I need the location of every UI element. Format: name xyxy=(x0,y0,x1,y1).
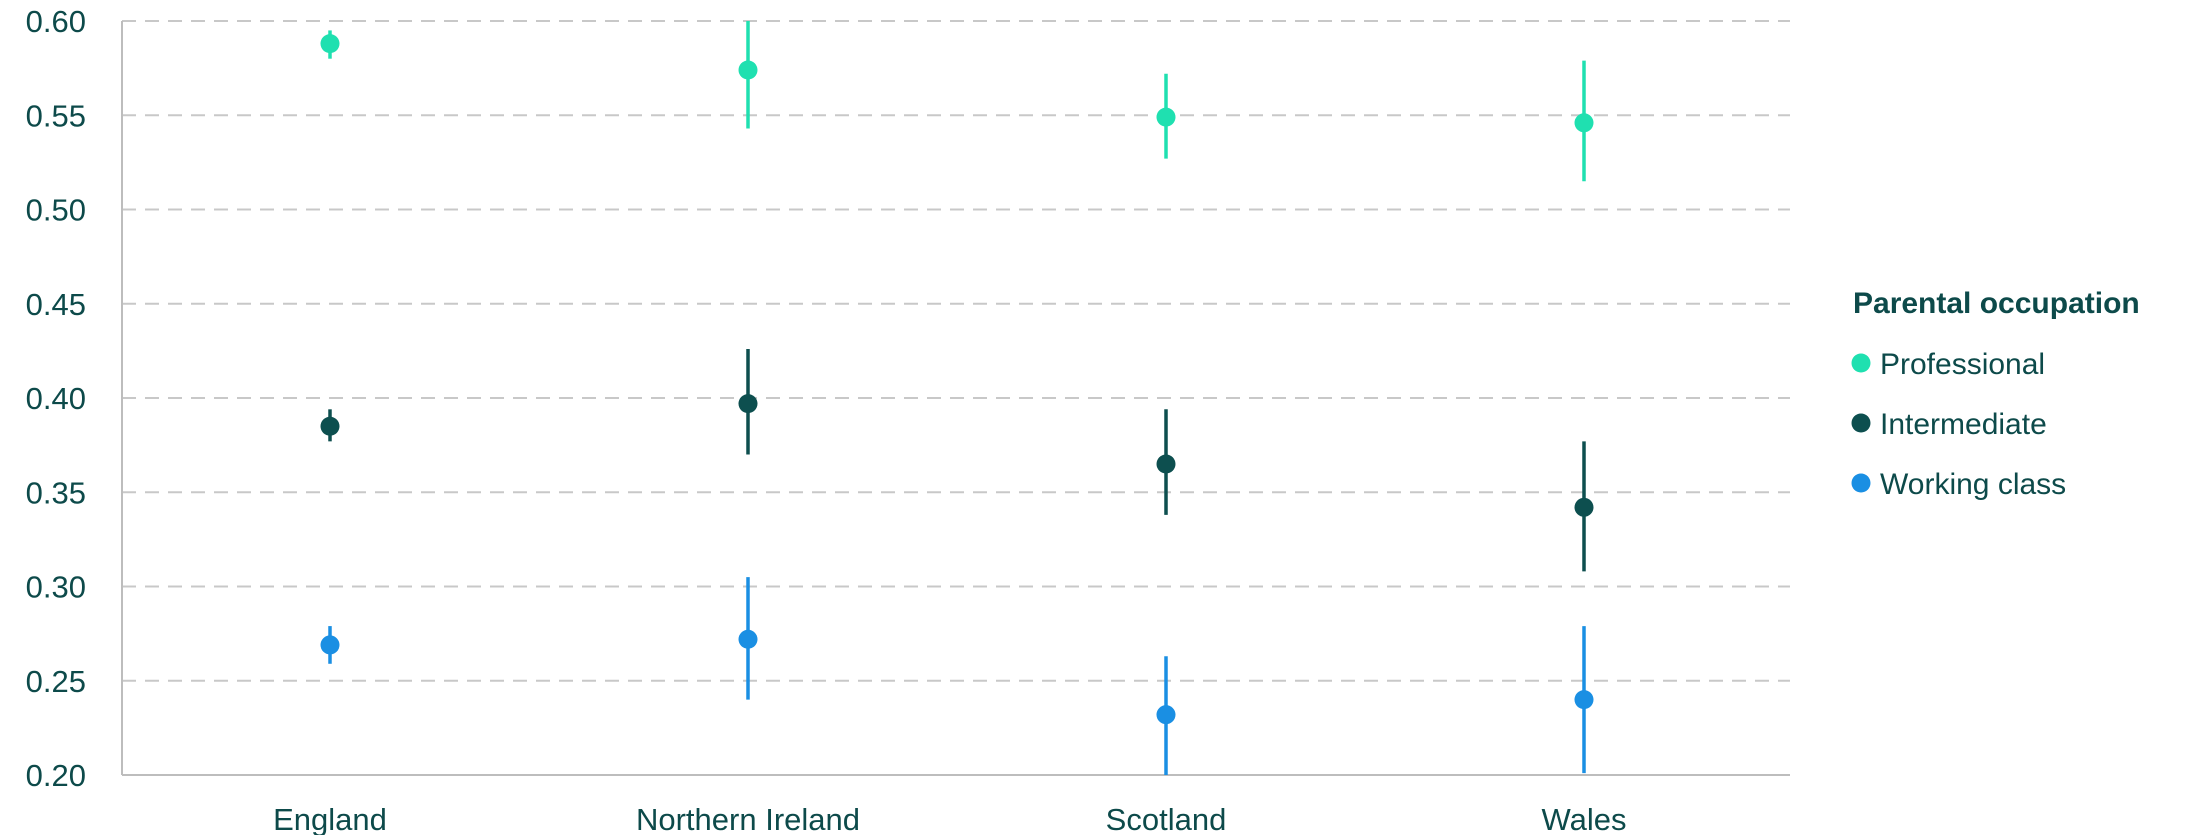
y-tick-label: 0.40 xyxy=(26,381,86,416)
data-point xyxy=(1156,454,1176,474)
marks-layer xyxy=(320,21,1594,775)
data-point xyxy=(738,629,758,649)
x-tick-label: Northern Ireland xyxy=(636,802,860,835)
legend-label: Intermediate xyxy=(1880,408,2047,441)
data-point xyxy=(1574,113,1594,133)
y-tick-label: 0.60 xyxy=(26,4,86,39)
x-tick-label: Wales xyxy=(1542,802,1627,835)
legend-marker xyxy=(1851,473,1871,493)
x-tick-label: England xyxy=(273,802,387,835)
legend: Parental occupation Professional Intermedi… xyxy=(1851,287,2140,501)
legend-label: Professional xyxy=(1880,348,2045,381)
legend-marker xyxy=(1851,413,1871,433)
data-point xyxy=(1574,497,1594,517)
y-tick-label: 0.45 xyxy=(26,287,86,322)
y-tick-label: 0.50 xyxy=(26,193,86,228)
legend-label: Working class xyxy=(1880,468,2066,501)
data-point xyxy=(320,635,340,655)
data-point xyxy=(1156,107,1176,127)
data-point xyxy=(738,60,758,80)
y-tick-label: 0.20 xyxy=(26,758,86,793)
legend-title: Parental occupation xyxy=(1853,287,2140,320)
y-tick-label: 0.55 xyxy=(26,98,86,133)
data-point xyxy=(1156,705,1176,725)
axis-layer: 0.20 0.25 0.30 0.35 0.40 0.45 0.50 0.55 0.60 Engl… xyxy=(26,4,1790,835)
y-tick-label: 0.30 xyxy=(26,570,86,605)
data-point xyxy=(320,34,340,54)
x-tick-label: Scotland xyxy=(1106,802,1227,835)
y-tick-label: 0.35 xyxy=(26,475,86,510)
data-point xyxy=(738,394,758,414)
data-point xyxy=(1574,690,1594,710)
data-point xyxy=(320,416,340,436)
grid-layer xyxy=(122,20,1790,682)
y-tick-label: 0.25 xyxy=(26,664,86,699)
legend-marker xyxy=(1851,353,1871,373)
